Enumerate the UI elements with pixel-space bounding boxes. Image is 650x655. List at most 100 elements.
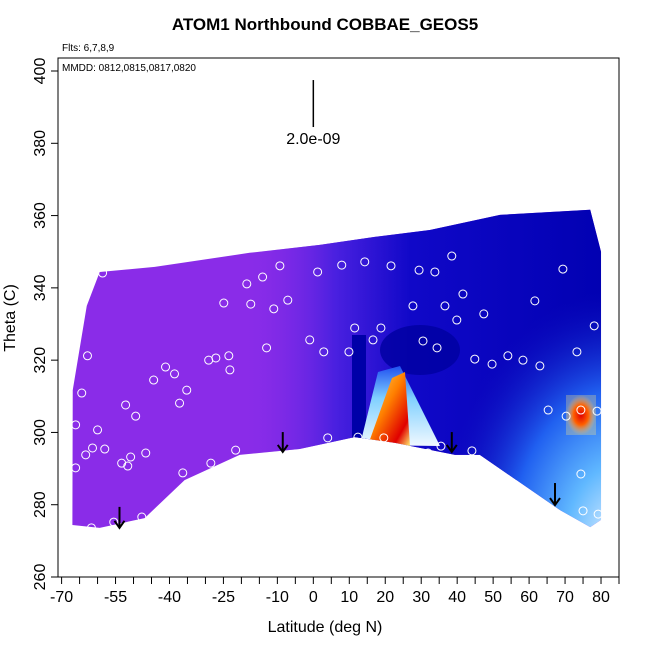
plot-frame <box>57 57 620 578</box>
observation-point <box>432 343 442 353</box>
chart-title: ATOM1 Northbound COBBAE_GEOS5 <box>172 15 478 34</box>
observation-point <box>98 268 108 278</box>
observation-point <box>206 458 216 468</box>
x-tick-label: 10 <box>340 589 358 606</box>
observation-point <box>572 347 582 357</box>
y-tick-label: 340 <box>32 274 49 301</box>
field <box>71 209 603 533</box>
observation-point <box>224 351 234 361</box>
x-axis-label: Latitude (deg N) <box>268 619 383 636</box>
observation-point <box>368 335 378 345</box>
observation-point <box>71 420 81 430</box>
observation-point <box>470 354 480 364</box>
observation-point <box>436 441 446 451</box>
observation-point <box>518 355 528 365</box>
observation-point <box>376 323 386 333</box>
observation-point <box>535 361 545 371</box>
observation-point <box>593 509 603 519</box>
y-tick-label: 400 <box>32 58 49 85</box>
observation-point <box>337 260 347 270</box>
y-axis-label: Theta (C) <box>2 284 19 352</box>
x-tick-label: 80 <box>592 589 610 606</box>
shade <box>380 325 460 375</box>
observation-point <box>123 461 133 471</box>
x-tick-label: 70 <box>556 589 574 606</box>
x-tick-label: 30 <box>412 589 430 606</box>
observation-point <box>323 433 333 443</box>
observation-point <box>353 432 363 442</box>
observation-point <box>589 321 599 331</box>
observation-point <box>161 362 171 372</box>
annotation: MMDD: 0812,0815,0817,0820 <box>62 63 196 74</box>
observation-point <box>262 343 272 353</box>
x-tick-label: -55 <box>104 589 127 606</box>
field-shading <box>240 209 602 528</box>
observation-point <box>175 398 185 408</box>
observation-point <box>467 446 477 456</box>
observation-point <box>576 469 586 479</box>
x-tick-label: 50 <box>484 589 502 606</box>
y-tick-label: 280 <box>32 491 49 518</box>
scale-bar-label: 2.0e-09 <box>286 131 340 148</box>
x-tick-label: -25 <box>212 589 235 606</box>
observation-point <box>578 506 588 516</box>
observation-point <box>170 369 180 379</box>
observation-point <box>131 411 141 421</box>
observation-point <box>344 347 354 357</box>
observation-point <box>231 445 241 455</box>
observation-point <box>246 299 256 309</box>
observation-point <box>447 251 457 261</box>
observation-point <box>283 295 293 305</box>
observation-point <box>258 272 268 282</box>
observation-point <box>479 309 489 319</box>
y-tick-label: 360 <box>32 202 49 229</box>
x-tick-label: -70 <box>50 589 73 606</box>
arrow-head <box>549 497 561 507</box>
observation-point <box>86 523 96 533</box>
observation-point <box>530 296 540 306</box>
observation-point <box>487 359 497 369</box>
observation-point <box>418 336 428 346</box>
observation-point <box>360 257 370 267</box>
observation-point <box>313 267 323 277</box>
x-tick-label: 60 <box>520 589 538 606</box>
observation-point <box>543 405 553 415</box>
shade <box>368 372 410 446</box>
observation-point <box>386 261 396 271</box>
observation-point <box>149 375 159 385</box>
observation-point <box>81 450 91 460</box>
observation-point <box>178 468 188 478</box>
observation-point <box>137 512 147 522</box>
observation-point <box>77 388 87 398</box>
observation-point <box>408 301 418 311</box>
observation-point <box>305 335 315 345</box>
x-tick-label: 0 <box>309 589 318 606</box>
annotation: Flts: 6,7,8,9 <box>62 43 115 54</box>
y-tick-label: 300 <box>32 419 49 446</box>
observation-point <box>141 448 151 458</box>
y-tick-label: 380 <box>32 130 49 157</box>
shade <box>352 335 366 445</box>
x-tick-label: -40 <box>158 589 181 606</box>
observation-point <box>423 448 433 458</box>
observation-point <box>219 298 229 308</box>
x-tick-label: 40 <box>448 589 466 606</box>
observation-point <box>430 267 440 277</box>
observation-point <box>576 405 586 415</box>
observation-point <box>275 261 285 271</box>
shade <box>566 395 596 435</box>
observation-point <box>93 425 103 435</box>
observation-point <box>414 265 424 275</box>
observation-point <box>242 279 252 289</box>
observation-point <box>269 304 279 314</box>
observation-point <box>100 444 110 454</box>
arrow-head <box>113 520 126 530</box>
arrow-head <box>276 444 289 454</box>
observation-point <box>211 353 221 363</box>
observation-point <box>88 443 98 453</box>
observation-point <box>71 463 81 473</box>
observation-point <box>561 411 571 421</box>
observation-point <box>109 517 119 527</box>
observation-point <box>117 458 127 468</box>
